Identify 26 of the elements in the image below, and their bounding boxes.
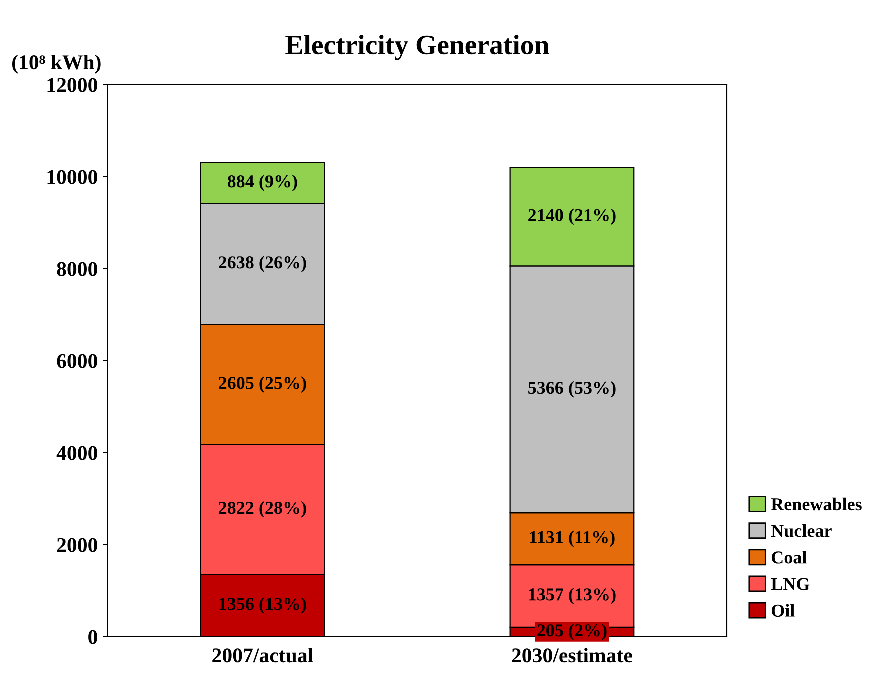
- data-label: 1357 (13%): [529, 588, 616, 604]
- data-label: 1131 (11%): [530, 530, 615, 548]
- chart-title: Electricity Generation: [286, 35, 550, 60]
- legend-label: Nuclear: [771, 524, 832, 538]
- y-tick-label: 8000: [57, 262, 98, 276]
- data-label: 1356 (13%): [220, 598, 306, 614]
- legend-label: Coal: [772, 551, 807, 564]
- y-tick-label: 4000: [56, 446, 98, 460]
- y-tick-label: 2000: [57, 538, 98, 552]
- y-axis-title: (10⁸ kWh): [12, 54, 101, 74]
- data-label: 2638 (26%): [219, 256, 306, 272]
- data-label: 2822 (28%): [219, 501, 306, 518]
- legend-label: Oil: [772, 604, 795, 617]
- legend-label: LNG: [771, 578, 810, 590]
- y-tick-label: 10000: [48, 170, 98, 184]
- y-tick-label: 12000: [48, 78, 98, 92]
- y-tick-label: 0: [88, 630, 98, 644]
- data-label: 205 (2%): [538, 624, 607, 640]
- x-tick-label: 2030/estimate: [512, 648, 632, 663]
- data-label: 884 (9%): [228, 174, 298, 192]
- y-tick-label: 6000: [57, 354, 98, 368]
- x-tick-label: 2007/actual: [212, 648, 314, 663]
- legend-label: Renewables: [771, 498, 862, 511]
- data-label: 5366 (53%): [528, 381, 616, 398]
- data-label: 2140 (21%): [528, 208, 616, 226]
- data-label: 2605 (25%): [219, 376, 306, 393]
